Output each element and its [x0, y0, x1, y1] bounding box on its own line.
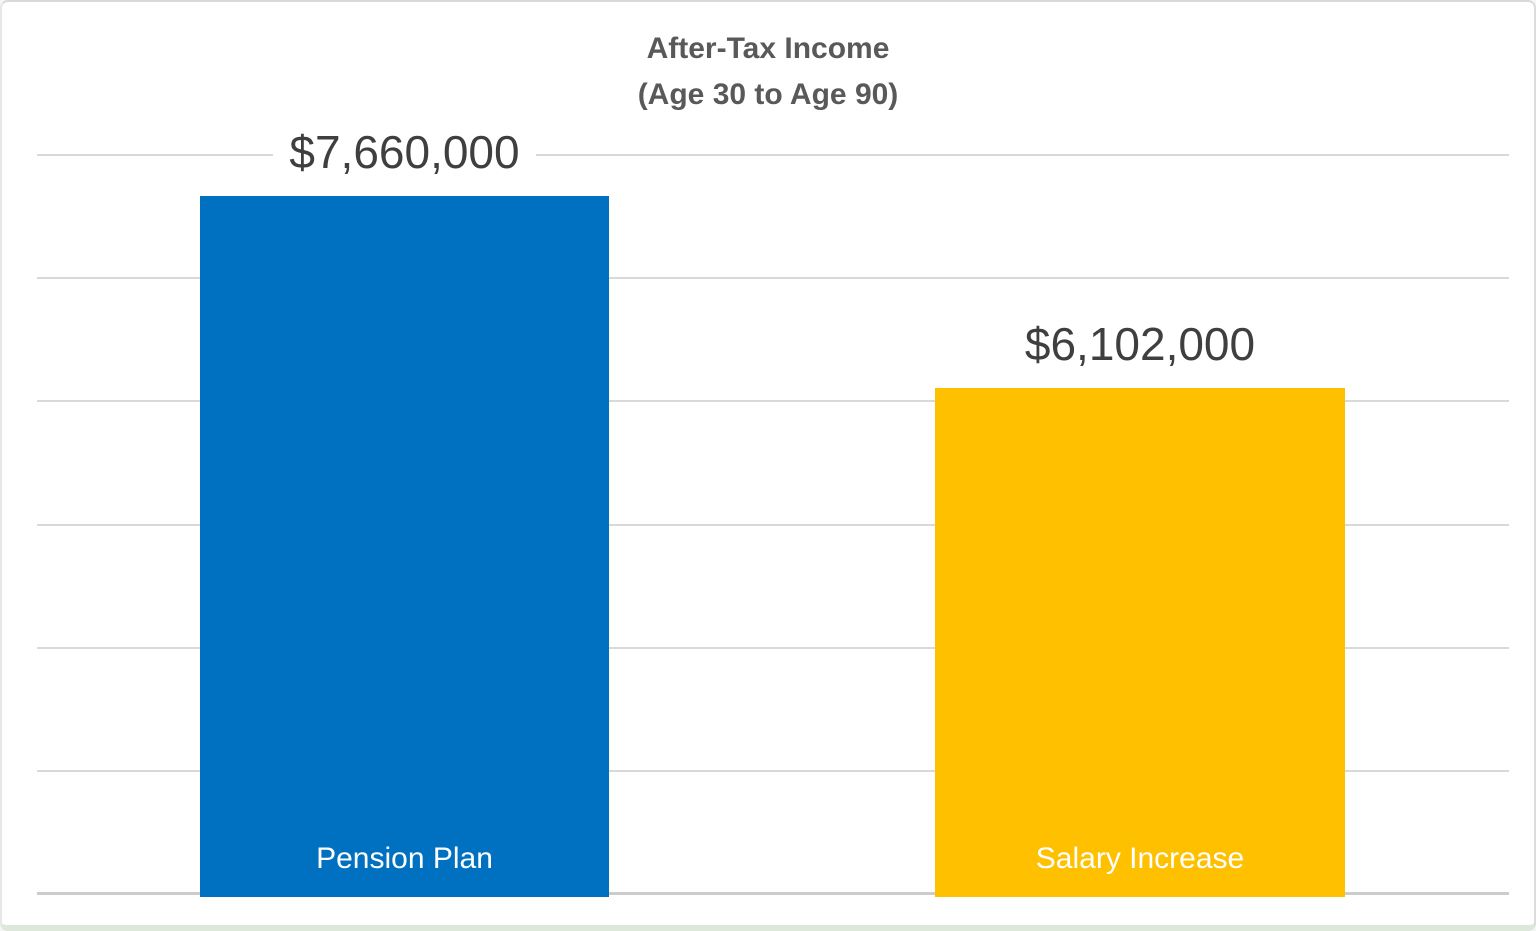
category-label-pension-plan: Pension Plan — [316, 842, 493, 875]
gridline — [37, 524, 1509, 526]
category-label-salary-increase: Salary Increase — [1035, 842, 1245, 875]
x-axis-line — [37, 892, 1509, 895]
chart-title-line2: (Age 30 to Age 90) — [637, 78, 899, 111]
chart-title-line1: After-Tax Income — [646, 32, 890, 65]
bar-group-salary-increase: $6,102,000 Salary Increase — [935, 2, 1345, 925]
gridline — [37, 647, 1509, 649]
value-label-pension-plan: $7,660,000 — [200, 117, 609, 187]
value-text-salary-increase: $6,102,000 — [1008, 309, 1272, 379]
value-text-pension-plan: $7,660,000 — [273, 117, 536, 187]
value-label-salary-increase: $6,102,000 — [935, 309, 1345, 379]
gridline — [37, 770, 1509, 772]
chart-title: After-Tax Income (Age 30 to Age 90) — [2, 26, 1534, 118]
bar-salary-increase — [935, 388, 1345, 897]
gridline — [37, 154, 1509, 156]
bar-group-pension-plan: $7,660,000 Pension Plan — [200, 2, 609, 925]
gridline — [37, 400, 1509, 402]
gridline — [37, 277, 1509, 279]
bar-pension-plan — [200, 196, 609, 897]
